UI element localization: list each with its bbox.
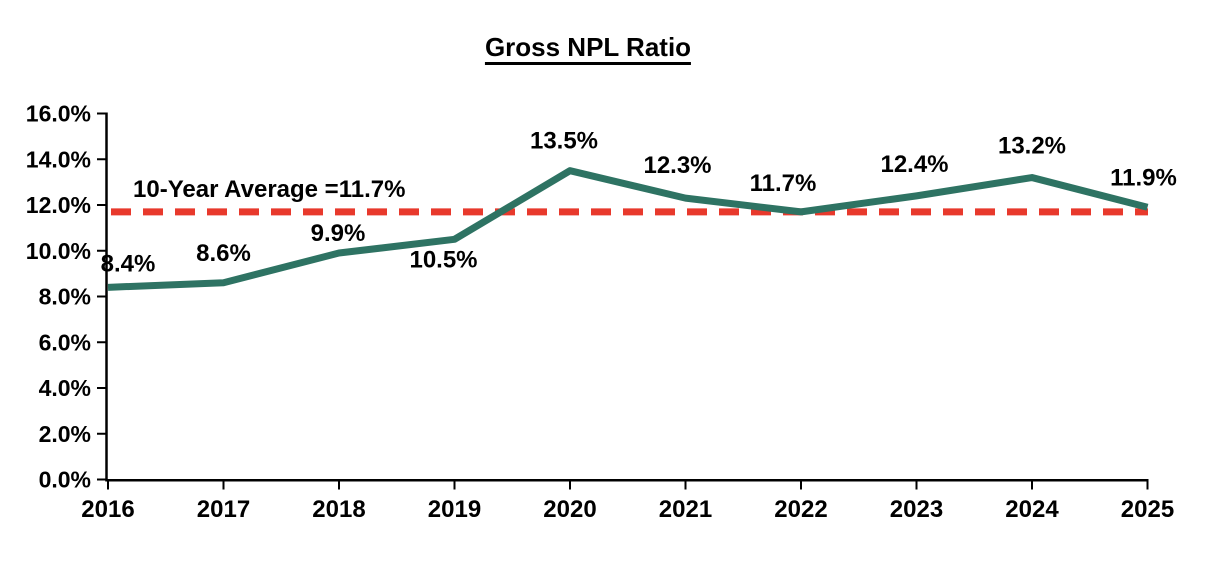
x-axis-tick-label: 2017: [197, 496, 250, 523]
data-point-label: 8.4%: [101, 250, 156, 277]
y-axis-tick-label: 10.0%: [26, 238, 91, 264]
data-point-label: 12.3%: [643, 152, 711, 179]
data-point-label: 11.9%: [1110, 164, 1177, 191]
x-axis-tick-label: 2018: [312, 496, 365, 523]
x-axis-tick-label: 2020: [543, 496, 596, 523]
y-axis-tick-label: 6.0%: [39, 329, 91, 355]
x-axis-tick-label: 2019: [428, 496, 481, 523]
y-axis-tick-label: 4.0%: [39, 375, 91, 401]
y-axis-tick-label: 8.0%: [39, 284, 91, 310]
x-axis-tick-label: 2021: [659, 496, 712, 523]
data-point-label: 8.6%: [196, 240, 251, 267]
y-axis-tick-label: 0.0%: [39, 467, 91, 493]
data-point-label: 9.9%: [311, 220, 366, 247]
data-point-label: 13.2%: [998, 133, 1066, 160]
y-axis-tick-label: 14.0%: [26, 146, 91, 172]
x-axis-tick-label: 2023: [890, 496, 943, 523]
data-point-label: 11.7%: [750, 170, 817, 197]
average-line-label: 10-Year Average =11.7%: [133, 176, 405, 203]
x-axis-tick-label: 2022: [774, 496, 827, 523]
x-axis-tick-label: 2025: [1121, 496, 1174, 523]
y-axis-tick-label: 16.0%: [26, 101, 91, 127]
data-point-label: 13.5%: [530, 128, 598, 155]
data-point-label: 10.5%: [409, 246, 477, 273]
x-axis-tick-label: 2016: [81, 496, 134, 523]
chart-title: Gross NPL Ratio: [484, 32, 692, 65]
y-axis-tick-label: 2.0%: [39, 421, 91, 447]
y-axis-tick-label: 12.0%: [26, 192, 91, 218]
data-point-label: 12.4%: [880, 151, 948, 178]
npl-ratio-line: [107, 167, 1149, 291]
x-axis-tick-label: 2024: [1005, 496, 1059, 523]
chart-title-text: Gross NPL Ratio: [484, 32, 692, 65]
